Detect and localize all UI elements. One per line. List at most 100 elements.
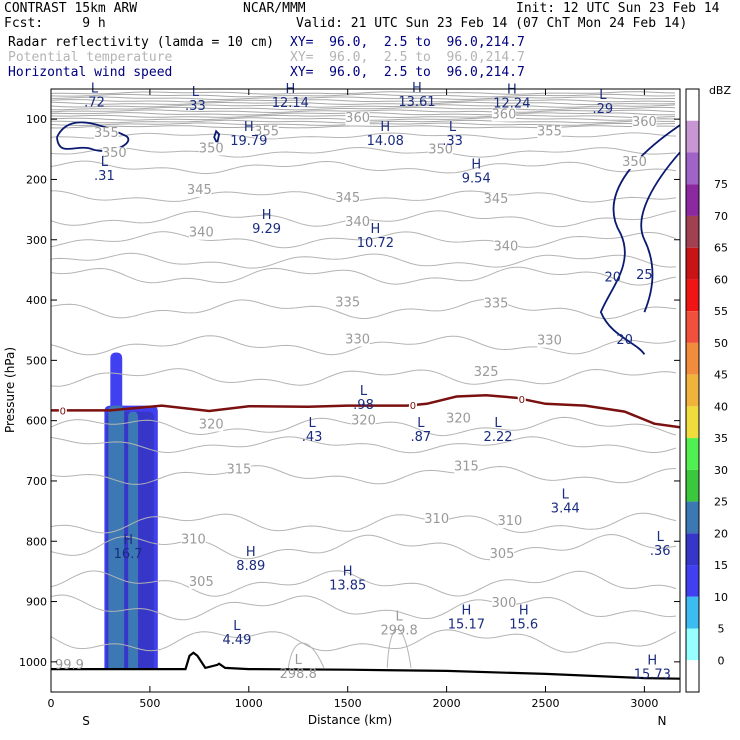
colorbar-swatch-13 — [686, 501, 699, 534]
x-tick-label-1: 500 — [139, 697, 160, 710]
theta-label-14-bg — [345, 215, 370, 229]
theta-line-14 — [51, 512, 677, 534]
header: CONTRAST 15km ARW NCAR/MMM Init: 12 UTC … — [0, 0, 740, 82]
theta-label-0: 360 — [345, 111, 370, 126]
theta-label-1-bg — [491, 108, 517, 122]
hl-type-10: H — [471, 157, 481, 172]
y-axis-label: Pressure (hPa) — [3, 347, 17, 433]
y-tick-label-4: 500 — [26, 354, 47, 367]
field-2-name: Potential temperature — [8, 50, 173, 65]
hl-value-7: 14.08 — [367, 134, 404, 149]
theta-label-29-bg — [489, 548, 515, 562]
theta-line-3 — [51, 190, 677, 203]
hl-type-12: H — [370, 222, 380, 237]
hl-value-9: .31 — [94, 169, 115, 184]
field-2-xy: XY= 96.0, 2.5 to 96.0,214.7 — [290, 50, 525, 65]
theta-label-14: 340 — [345, 215, 370, 230]
hl-value-15: .87 — [411, 430, 432, 445]
colorbar-label-2: 10 — [714, 591, 728, 604]
hl-type-19: H — [123, 533, 133, 548]
hl-value-19: 16.7 — [114, 547, 143, 562]
field-1-name: Radar reflectivity (lamda = 10 cm) — [8, 35, 275, 50]
hl-type-21: H — [343, 564, 353, 579]
hl-value-10: 9.54 — [462, 171, 491, 186]
hl-type-6: H — [244, 120, 254, 135]
hl-type-16: L — [494, 416, 502, 431]
theta-label-13: 340 — [189, 226, 214, 241]
theta-label-31: 300 — [492, 596, 517, 611]
colorbar-label-4: 20 — [714, 527, 728, 540]
theta-label-0-bg — [345, 112, 370, 126]
theta-line-16 — [51, 570, 677, 597]
low-theta-type-1: L — [295, 653, 303, 668]
hl-type-5: L — [599, 88, 607, 103]
theta-label-12-bg — [483, 192, 509, 206]
y-tick-label-6: 700 — [26, 475, 47, 488]
hl-type-8: L — [449, 120, 457, 135]
low-theta-value-1: 298.8 — [280, 667, 317, 682]
theta-label-10: 345 — [187, 183, 212, 198]
hl-value-17: 3.44 — [551, 501, 580, 516]
y-tick-label-1: 200 — [26, 173, 47, 186]
colorbar-label-8: 40 — [714, 400, 728, 413]
hl-type-24: L — [233, 619, 241, 634]
theta-upper-line-5 — [51, 104, 676, 108]
theta-label-9: 350 — [622, 155, 647, 170]
colorbar-swatch-9 — [686, 374, 699, 407]
theta-label-5-bg — [94, 127, 119, 141]
theta-label-22: 320 — [199, 417, 224, 432]
reflectivity-layer — [104, 352, 158, 670]
theta-line-8 — [51, 298, 677, 320]
colorbar-label-3: 15 — [714, 559, 728, 572]
colorbar-swatch-6 — [686, 279, 699, 312]
freezing-label-bg-2 — [517, 393, 526, 404]
theta-label-19: 330 — [537, 334, 562, 349]
theta-label-8-bg — [102, 147, 127, 161]
colorbar-swatch-17 — [686, 628, 699, 661]
terrain-layer — [51, 651, 680, 680]
theta-upper-line-7 — [51, 109, 676, 114]
edge-label-0: 99.9 — [55, 658, 84, 673]
colorbar-label-0: 0 — [718, 654, 725, 667]
colorbar-swatch-10 — [686, 406, 699, 439]
hl-value-6: 19.79 — [230, 134, 267, 149]
theta-label-7: 350 — [428, 143, 453, 158]
hl-type-1: L — [192, 85, 200, 100]
theta-label-18-bg — [345, 333, 370, 347]
hl-type-17: L — [562, 487, 570, 502]
theta-label-24: 315 — [226, 463, 251, 478]
theta-line-18 — [51, 629, 677, 653]
theta-label-22-bg — [199, 418, 224, 432]
init-time: Init: 12 UTC Sun 23 Feb 14 — [516, 1, 720, 16]
low-theta-value-0: 299.8 — [381, 624, 418, 639]
freezing-level: 0 0 0 — [51, 393, 680, 429]
colorbar-swatch-16 — [686, 596, 699, 629]
theta-surface-contour-a — [287, 642, 325, 669]
colorbar-label-10: 50 — [714, 337, 728, 350]
colorbar-swatch-18 — [686, 660, 699, 692]
theta-label-3: 355 — [254, 124, 279, 139]
theta-label-11: 345 — [335, 191, 360, 206]
colorbar-swatch-1 — [686, 120, 699, 153]
reflectivity-cell-3 — [108, 405, 125, 670]
theta-upper-line-6 — [51, 106, 676, 111]
south-label: S — [82, 714, 90, 728]
wind-contour-upper-left — [56, 121, 130, 152]
hl-value-16: 2.22 — [484, 430, 513, 445]
colorbar-swatch-2 — [686, 152, 699, 185]
x-tick-label-2: 1000 — [235, 697, 263, 710]
theta-upper-line-3 — [51, 99, 676, 103]
theta-label-31-bg — [491, 596, 517, 610]
theta-line-7 — [51, 266, 677, 286]
colorbar-label-12: 60 — [714, 273, 728, 286]
theta-label-3-bg — [254, 125, 279, 139]
colorbar-label-1: 5 — [718, 623, 725, 636]
hl-type-25: H — [647, 654, 657, 669]
theta-line-15 — [51, 533, 677, 561]
hl-value-21: 13.85 — [329, 578, 366, 593]
hl-value-3: 13.61 — [398, 95, 435, 110]
forecast-hour: Fcst: 9 h — [4, 16, 106, 31]
colorbar-swatch-7 — [686, 311, 699, 343]
theta-label-12: 345 — [484, 192, 509, 207]
